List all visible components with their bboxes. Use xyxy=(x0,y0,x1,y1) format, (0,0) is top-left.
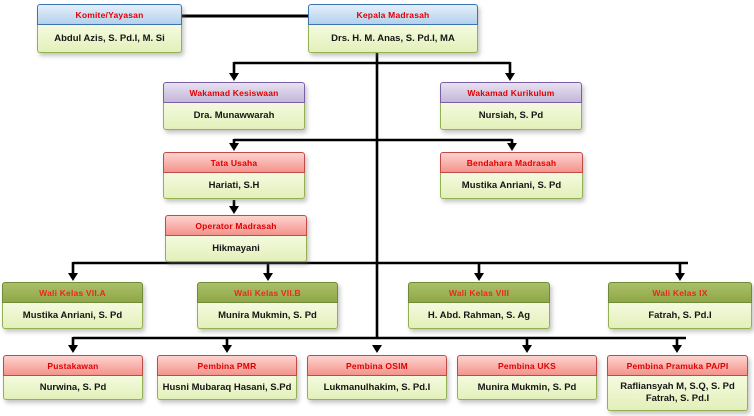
node-title: Wali Kelas VII.A xyxy=(2,282,143,303)
node-title: Pembina OSIM xyxy=(307,355,447,376)
org-node-pustakawan: Pustakawan Nurwina, S. Pd xyxy=(3,355,143,400)
node-title: Wakamad Kurikulum xyxy=(440,82,582,103)
node-person: Drs. H. M. Anas, S. Pd.I, MA xyxy=(308,25,478,53)
node-title: Pustakawan xyxy=(3,355,143,376)
node-title: Wali Kelas IX xyxy=(608,282,752,303)
org-node-tata-usaha: Tata Usaha Hariati, S.H xyxy=(163,152,305,199)
node-title: Kepala Madrasah xyxy=(308,4,478,25)
node-person: Mustika Anriani, S. Pd xyxy=(2,303,143,329)
org-node-pembina-pramuka: Pembina Pramuka PA/PI Rafliansyah M, S.Q… xyxy=(607,355,748,411)
org-node-kepala: Kepala Madrasah Drs. H. M. Anas, S. Pd.I… xyxy=(308,4,478,53)
org-node-wali-kelas-7a: Wali Kelas VII.A Mustika Anriani, S. Pd xyxy=(2,282,143,329)
node-person: Hikmayani xyxy=(165,236,307,262)
org-node-wali-kelas-9: Wali Kelas IX Fatrah, S. Pd.I xyxy=(608,282,752,329)
node-person: Munira Mukmin, S. Pd xyxy=(457,376,597,400)
org-node-wali-kelas-7b: Wali Kelas VII.B Munira Mukmin, S. Pd xyxy=(197,282,338,329)
node-person: Fatrah, S. Pd.I xyxy=(608,303,752,329)
node-person: Abdul Azis, S. Pd.I, M. Si xyxy=(37,25,182,53)
node-person: Munira Mukmin, S. Pd xyxy=(197,303,338,329)
node-title: Komite/Yayasan xyxy=(37,4,182,25)
node-title: Wali Kelas VIII xyxy=(408,282,550,303)
org-node-komite: Komite/Yayasan Abdul Azis, S. Pd.I, M. S… xyxy=(37,4,182,53)
org-node-bendahara: Bendahara Madrasah Mustika Anriani, S. P… xyxy=(440,152,583,199)
org-node-pembina-pmr: Pembina PMR Husni Mubaraq Hasani, S.Pd xyxy=(157,355,297,400)
node-person: Lukmanulhakim, S. Pd.I xyxy=(307,376,447,400)
org-node-pembina-osim: Pembina OSIM Lukmanulhakim, S. Pd.I xyxy=(307,355,447,400)
node-title: Bendahara Madrasah xyxy=(440,152,583,173)
connector-line-group xyxy=(71,14,688,347)
node-person: Dra. Munawwarah xyxy=(163,103,305,130)
org-node-wali-kelas-8: Wali Kelas VIII H. Abd. Rahman, S. Ag xyxy=(408,282,550,329)
org-node-operator: Operator Madrasah Hikmayani xyxy=(165,215,307,262)
node-person: Hariati, S.H xyxy=(163,173,305,199)
node-person: H. Abd. Rahman, S. Ag xyxy=(408,303,550,329)
node-person: Nursiah, S. Pd xyxy=(440,103,582,130)
node-person-line1: Rafliansyah M, S.Q, S. Pd xyxy=(620,381,735,393)
node-title: Tata Usaha xyxy=(163,152,305,173)
node-title: Wali Kelas VII.B xyxy=(197,282,338,303)
org-node-wakamad-kurikulum: Wakamad Kurikulum Nursiah, S. Pd xyxy=(440,82,582,130)
node-title: Pembina Pramuka PA/PI xyxy=(607,355,748,376)
node-title: Pembina PMR xyxy=(157,355,297,376)
arrow-down-icon-group xyxy=(68,73,685,353)
node-person: Rafliansyah M, S.Q, S. Pd Fatrah, S. Pd.… xyxy=(607,376,748,411)
node-person: Husni Mubaraq Hasani, S.Pd xyxy=(157,376,297,400)
node-person-line2: Fatrah, S. Pd.I xyxy=(645,393,710,404)
node-person: Mustika Anriani, S. Pd xyxy=(440,173,583,199)
node-title: Pembina UKS xyxy=(457,355,597,376)
node-person: Nurwina, S. Pd xyxy=(3,376,143,400)
node-title: Wakamad Kesiswaan xyxy=(163,82,305,103)
node-title: Operator Madrasah xyxy=(165,215,307,236)
org-node-pembina-uks: Pembina UKS Munira Mukmin, S. Pd xyxy=(457,355,597,400)
org-node-wakamad-kesiswaan: Wakamad Kesiswaan Dra. Munawwarah xyxy=(163,82,305,130)
